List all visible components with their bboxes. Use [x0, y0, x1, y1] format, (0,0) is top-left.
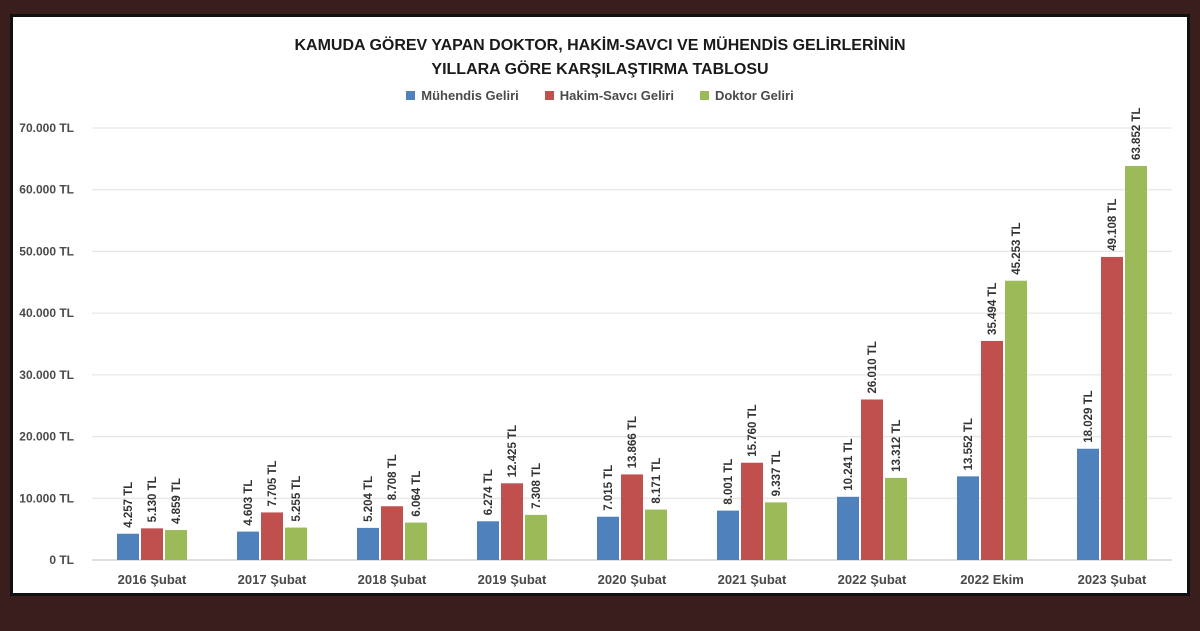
data-label: 45.253 TL [1011, 222, 1023, 274]
data-label: 4.859 TL [171, 478, 183, 524]
data-label: 13.866 TL [627, 416, 639, 468]
chart-title-line-2: YILLARA GÖRE KARŞILAŞTIRMA TABLOSU [431, 61, 769, 78]
bar [597, 516, 619, 560]
y-tick-label: 70.000 TL [19, 121, 74, 135]
data-label: 9.337 TL [771, 450, 783, 496]
y-tick-label: 40.000 TL [19, 306, 74, 320]
x-category-label: 2021 Şubat [718, 572, 787, 587]
data-label: 7.705 TL [267, 460, 279, 506]
bar [117, 533, 139, 560]
x-category-label: 2016 Şubat [118, 572, 187, 587]
bar [357, 527, 379, 560]
bar [477, 521, 499, 560]
legend-swatch-doktor [699, 91, 709, 100]
bar [1005, 280, 1027, 560]
legend-label-hakim-savci: Hakim-Savcı Geliri [559, 88, 674, 103]
bar [861, 399, 883, 560]
bar [405, 522, 427, 560]
y-tick-label: 20.000 TL [19, 430, 74, 444]
bar [717, 510, 739, 560]
data-label: 8.001 TL [723, 459, 735, 505]
data-label: 4.603 TL [243, 480, 255, 526]
data-label: 13.552 TL [963, 418, 975, 470]
legend-swatch-muhendis [406, 91, 416, 100]
data-label: 6.064 TL [411, 471, 423, 517]
bar [1125, 165, 1147, 560]
data-label: 12.425 TL [507, 425, 519, 477]
bar [957, 476, 979, 560]
bar [765, 502, 787, 560]
data-label: 7.015 TL [603, 465, 615, 511]
legend-label-muhendis: Mühendis Geliri [421, 88, 519, 103]
data-label: 4.257 TL [123, 482, 135, 528]
data-label: 63.852 TL [1131, 108, 1143, 160]
data-label: 49.108 TL [1107, 199, 1119, 251]
data-label: 26.010 TL [867, 341, 879, 393]
x-category-label: 2022 Ekim [960, 572, 1024, 587]
legend-item-muhendis: Mühendis Geliri [406, 88, 519, 103]
x-category-label: 2023 Şubat [1078, 572, 1147, 587]
bar [645, 509, 667, 560]
bar [285, 527, 307, 560]
chart-legend: Mühendis Geliri Hakim-Savcı Geliri Dokto… [0, 88, 1200, 103]
legend-label-doktor: Doktor Geliri [714, 88, 794, 103]
bar [1101, 256, 1123, 560]
x-axis-categories: 2016 Şubat 2017 Şubat 2018 Şubat 2019 Şubat… [118, 572, 1147, 587]
x-category-label: 2019 Şubat [478, 572, 547, 587]
bar [1077, 448, 1099, 560]
bar [237, 531, 259, 560]
bar [837, 496, 859, 560]
x-category-label: 2017 Şubat [238, 572, 307, 587]
y-tick-label: 10.000 TL [19, 491, 74, 505]
legend-item-doktor: Doktor Geliri [699, 88, 794, 103]
data-labels: 4.257 TL 5.130 TL 4.859 TL 4.603 TL 7.705 TL… [123, 108, 1143, 528]
bar [165, 530, 187, 560]
x-category-label: 2018 Şubat [358, 572, 427, 587]
data-label: 5.130 TL [147, 476, 159, 522]
y-tick-label: 60.000 TL [19, 183, 74, 197]
bar [381, 506, 403, 560]
data-label: 18.029 TL [1083, 390, 1095, 442]
y-tick-label: 0 TL [49, 553, 74, 567]
bar [885, 477, 907, 560]
bar [261, 512, 283, 560]
bar [741, 462, 763, 560]
bar [141, 528, 163, 560]
legend-item-hakim-savci: Hakim-Savcı Geliri [544, 88, 674, 103]
data-label: 8.708 TL [387, 454, 399, 500]
data-label: 10.241 TL [843, 438, 855, 490]
data-label: 7.308 TL [531, 463, 543, 509]
data-label: 8.171 TL [651, 458, 663, 504]
y-tick-label: 50.000 TL [19, 244, 74, 258]
x-category-label: 2020 Şubat [598, 572, 667, 587]
bar [525, 514, 547, 560]
bar [981, 340, 1003, 560]
data-label: 15.760 TL [747, 404, 759, 456]
legend-swatch-hakim-savci [544, 91, 554, 100]
data-label: 6.274 TL [483, 469, 495, 515]
data-label: 35.494 TL [987, 283, 999, 335]
chart-title-line-1: KAMUDA GÖREV YAPAN DOKTOR, HAKİM-SAVCI V… [294, 37, 906, 54]
data-label: 5.204 TL [363, 476, 375, 522]
data-label: 5.255 TL [291, 476, 303, 522]
y-axis-ticks: 0 TL 10.000 TL 20.000 TL 30.000 TL 40.000 TL… [19, 121, 74, 567]
bar [621, 474, 643, 560]
bar [501, 483, 523, 560]
data-label: 13.312 TL [891, 419, 903, 471]
x-category-label: 2022 Şubat [838, 572, 907, 587]
chart-title: KAMUDA GÖREV YAPAN DOKTOR, HAKİM-SAVCI V… [0, 34, 1200, 82]
y-tick-label: 30.000 TL [19, 368, 74, 382]
bars [117, 165, 1147, 560]
